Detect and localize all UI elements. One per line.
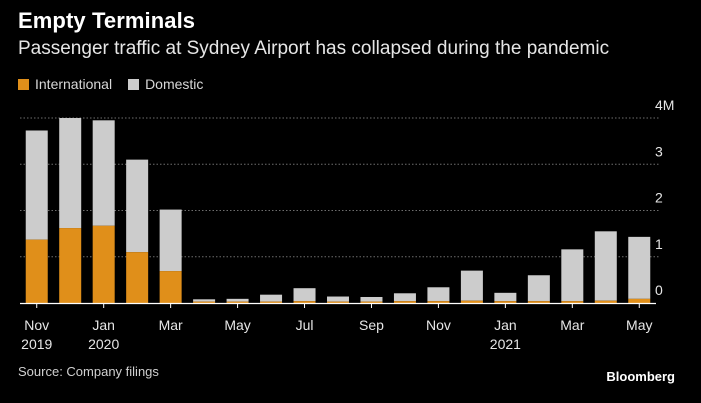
y-tick-label: 2 — [655, 190, 663, 206]
x-tick-label: May — [626, 317, 652, 333]
bar-domestic-7 — [260, 294, 283, 302]
legend-item-international: International — [18, 76, 112, 92]
x-tick-year-label: 2020 — [88, 336, 119, 352]
bar-international-10 — [360, 301, 383, 303]
bar-domestic-13 — [460, 270, 483, 301]
y-tick-label: 0 — [655, 282, 663, 298]
bar-domestic-18 — [628, 236, 651, 299]
x-tick-label: Jul — [296, 317, 314, 333]
bar-international-16 — [561, 301, 584, 303]
y-tick-label: 3 — [655, 143, 663, 159]
legend-item-domestic: Domestic — [128, 76, 203, 92]
bar-international-5 — [193, 301, 216, 303]
bar-international-18 — [628, 298, 651, 303]
bar-domestic-16 — [561, 249, 584, 302]
bar-international-3 — [126, 252, 149, 303]
x-tick-year-label: 2019 — [21, 336, 52, 352]
chart-legend: International Domestic — [18, 76, 219, 92]
bar-international-1 — [59, 228, 82, 303]
bar-international-9 — [327, 301, 349, 303]
legend-swatch-domestic — [128, 78, 140, 90]
legend-label-domestic: Domestic — [145, 76, 204, 92]
chart-title: Empty Terminals — [18, 8, 196, 33]
y-tick-label: 1 — [655, 236, 663, 252]
bar-domestic-6 — [226, 298, 249, 302]
bar-domestic-11 — [393, 293, 416, 302]
bar-domestic-9 — [327, 296, 349, 302]
bloomberg-logo: Bloomberg — [606, 369, 675, 384]
bar-international-14 — [494, 301, 517, 303]
x-tick-label: Mar — [560, 317, 584, 333]
bar-international-12 — [427, 301, 450, 303]
bar-domestic-0 — [25, 130, 48, 240]
source-note: Source: Company filings — [18, 364, 159, 379]
bar-domestic-4 — [159, 209, 182, 272]
chart-subtitle: Passenger traffic at Sydney Airport has … — [18, 38, 610, 59]
bar-domestic-1 — [59, 118, 82, 229]
bar-domestic-8 — [293, 288, 316, 302]
bar-international-2 — [92, 225, 115, 303]
bar-domestic-12 — [427, 287, 450, 302]
bar-international-11 — [393, 301, 416, 303]
legend-label-international: International — [35, 76, 113, 92]
y-tick-label: 4M — [655, 97, 674, 113]
bar-international-0 — [25, 239, 48, 303]
bar-domestic-15 — [527, 275, 550, 302]
bar-domestic-3 — [126, 159, 149, 253]
bar-international-15 — [527, 301, 550, 303]
bar-domestic-17 — [594, 231, 617, 301]
x-tick-year-label: 2021 — [490, 336, 521, 352]
legend-swatch-international — [18, 78, 29, 90]
bar-domestic-14 — [494, 292, 517, 302]
x-tick-label: Nov — [24, 317, 49, 333]
bar-domestic-2 — [92, 120, 115, 226]
bar-international-8 — [293, 301, 316, 303]
bar-international-17 — [594, 300, 617, 303]
bar-international-13 — [460, 300, 483, 303]
x-tick-label: Nov — [426, 317, 451, 333]
x-tick-label: Jan — [494, 317, 517, 333]
x-tick-label: Mar — [159, 317, 183, 333]
x-tick-label: May — [224, 317, 250, 333]
bar-international-6 — [226, 301, 249, 303]
bar-domestic-5 — [193, 299, 216, 302]
bar-international-4 — [159, 271, 182, 303]
bar-domestic-10 — [360, 296, 383, 302]
x-tick-label: Sep — [359, 317, 384, 333]
bar-international-7 — [260, 301, 283, 303]
x-tick-label: Jan — [92, 317, 115, 333]
